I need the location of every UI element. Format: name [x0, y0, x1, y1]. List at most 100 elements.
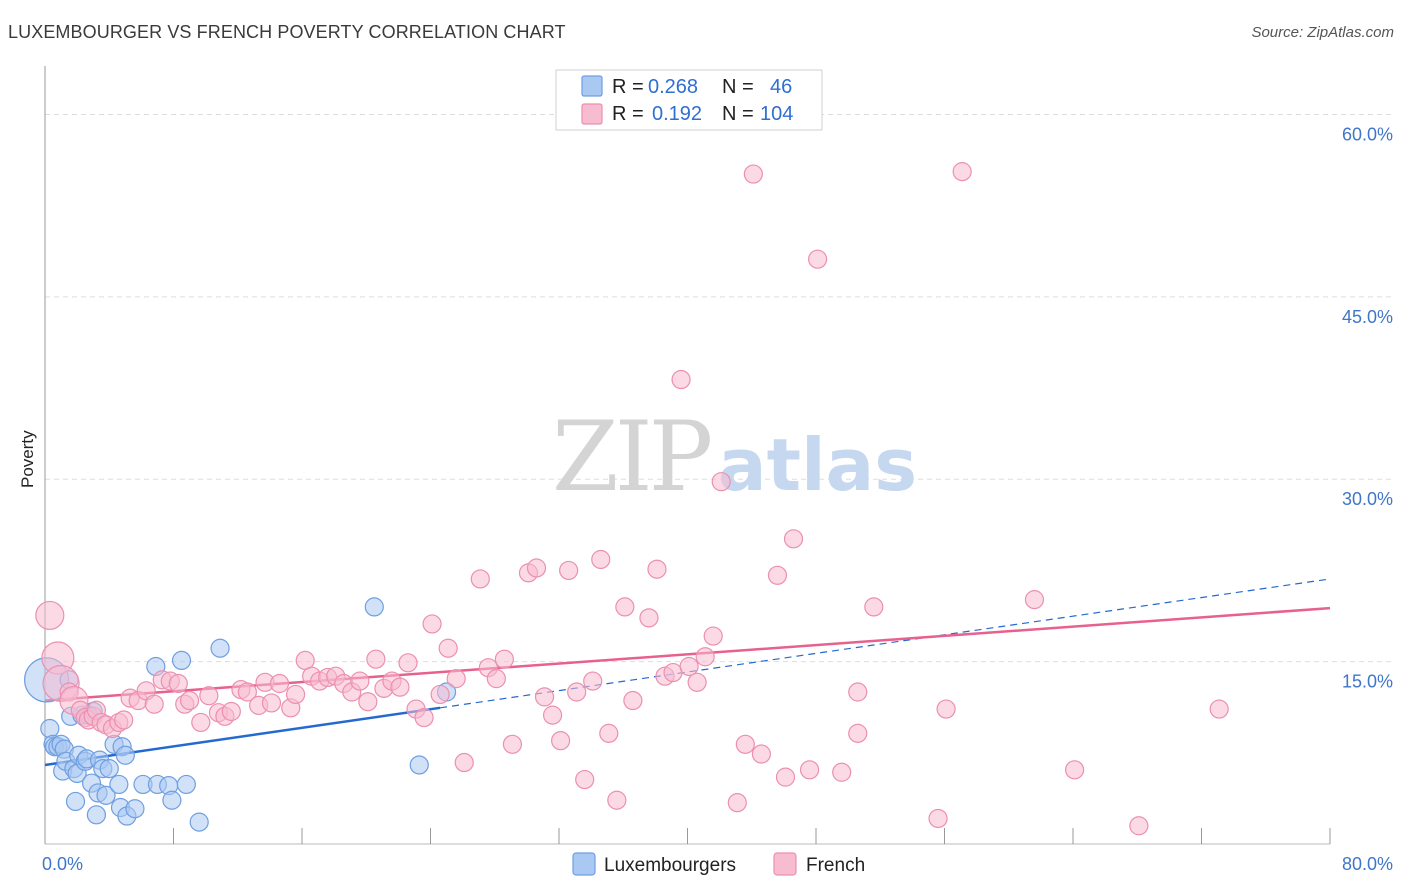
y-tick-label: 60.0% [1342, 124, 1393, 144]
x-tick-labels: 0.0% 80.0% [42, 854, 1393, 874]
french-point [237, 682, 257, 702]
x-tick-label: 80.0% [1342, 854, 1393, 874]
french-point [191, 712, 211, 733]
watermark: ZIP atlas [552, 401, 917, 513]
french-point [168, 673, 188, 694]
french-point [1024, 590, 1045, 610]
french-point [542, 705, 563, 725]
bottom-legend-swatch-luxembourgers [572, 852, 596, 876]
french-point [502, 734, 523, 754]
source-credit: Source: ZipAtlas.com [1251, 24, 1394, 41]
axes [44, 66, 1331, 845]
bottom-legend: Luxembourgers French [572, 852, 865, 876]
french-point [414, 707, 434, 728]
french-point [1065, 760, 1085, 780]
french-point [221, 701, 241, 722]
legend-n-value-1: 46 [770, 76, 792, 98]
french-point [366, 649, 386, 669]
french-point [647, 559, 667, 579]
legend-r-value-1: 0.268 [648, 76, 698, 98]
french-point [767, 565, 788, 585]
legend-r-label-2: R = [612, 103, 644, 125]
luxembourgers-point [99, 759, 119, 779]
french-point [928, 808, 948, 829]
french-point [430, 684, 450, 705]
luxembourgers-point [189, 812, 209, 832]
french-point [727, 793, 747, 813]
french-point [269, 673, 290, 694]
french-point [35, 600, 65, 631]
french-point [679, 656, 699, 677]
luxembourgers-point [96, 785, 116, 805]
french-point [591, 549, 611, 570]
french-point [615, 597, 635, 617]
french-point [711, 472, 731, 492]
french-point [687, 672, 707, 692]
french-point [799, 760, 820, 780]
luxembourgers-point [409, 755, 429, 775]
french-point [486, 669, 506, 689]
y-tick-labels: 15.0% 30.0% 45.0% 60.0% [1342, 124, 1393, 691]
french-point [751, 744, 771, 764]
french-point [671, 369, 691, 390]
legend-r-label-1: R = [612, 76, 644, 98]
watermark-atlas: atlas [718, 423, 917, 507]
french-point [583, 671, 603, 691]
y-tick-label: 30.0% [1342, 489, 1393, 509]
french-point [783, 529, 804, 549]
french-point [390, 677, 410, 697]
french-point [639, 608, 659, 628]
french-point [848, 682, 868, 702]
french-point [1129, 816, 1149, 836]
bottom-legend-label-french: French [806, 855, 865, 876]
luxembourgers-point [162, 790, 182, 810]
luxembourgers-point [125, 799, 145, 819]
french-point [703, 626, 723, 646]
french-point [551, 731, 571, 751]
french-point [358, 692, 378, 712]
french-point [534, 687, 555, 707]
french-point [599, 723, 619, 743]
luxembourgers-point [171, 650, 192, 671]
legend-n-label-1: N = [722, 76, 754, 98]
legend-swatch-french [581, 103, 603, 125]
french-point [114, 710, 134, 730]
x-tick-label: 0.0% [42, 854, 83, 874]
french-point [261, 693, 282, 713]
french-point [398, 653, 418, 673]
french-point [952, 162, 972, 182]
french-point [575, 769, 595, 790]
watermark-zip: ZIP [552, 401, 711, 513]
french-points [35, 162, 1229, 836]
french-point [179, 690, 200, 711]
french-point [199, 686, 219, 706]
luxembourgers-point [65, 791, 86, 812]
french-point [454, 752, 474, 773]
french-point [775, 767, 796, 787]
y-tick-label: 15.0% [1342, 672, 1393, 692]
gridlines [45, 113, 1392, 663]
luxembourgers-point [176, 774, 196, 795]
french-point [1209, 699, 1229, 719]
french-point [607, 790, 627, 810]
luxembourgers-point [109, 774, 129, 795]
luxembourgers-point [210, 638, 230, 658]
french-point [422, 614, 442, 634]
french-point [663, 662, 683, 683]
french-point [494, 649, 514, 669]
french-point [559, 560, 579, 581]
french-point [285, 684, 306, 705]
french-point [470, 569, 490, 589]
french-point [623, 690, 643, 711]
legend-n-label-2: N = [722, 103, 754, 125]
french-point [743, 164, 763, 184]
legend-r-value-2: 0.192 [652, 103, 702, 125]
luxembourgers-point [40, 718, 60, 739]
chart-title: LUXEMBOURGER VS FRENCH POVERTY CORRELATI… [8, 22, 566, 42]
french-point [350, 671, 370, 691]
french-point [526, 558, 547, 578]
french-point [848, 723, 868, 743]
french-point [735, 734, 755, 754]
french-point [695, 647, 715, 667]
